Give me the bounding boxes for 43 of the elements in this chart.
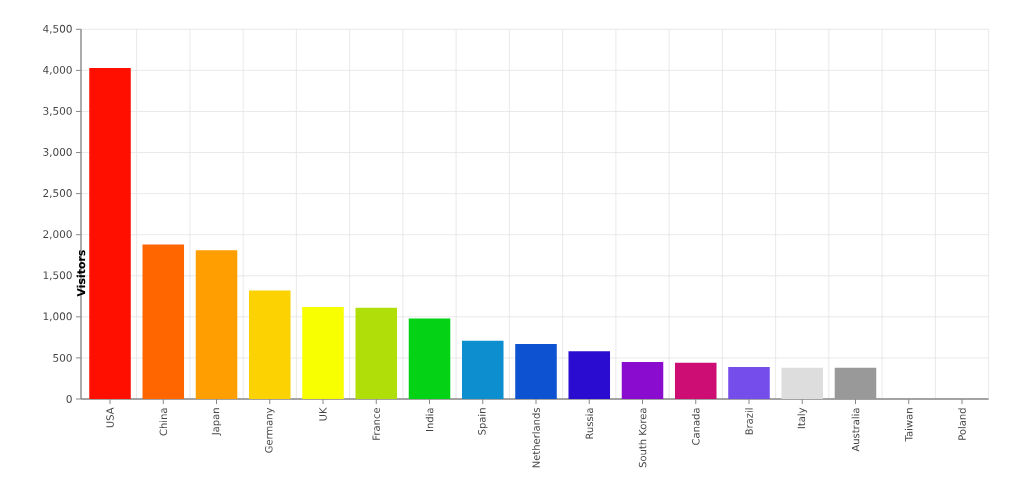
x-tick-label: Canada <box>691 408 700 445</box>
bar <box>674 362 717 399</box>
bar <box>302 306 344 399</box>
x-tick-label: India <box>425 408 434 431</box>
y-tick-label: 4,500 <box>43 24 72 34</box>
bar <box>781 367 824 399</box>
bar <box>621 362 664 399</box>
bar <box>515 343 557 399</box>
y-tick-label: 3,500 <box>43 106 72 116</box>
y-tick-label: 0 <box>66 395 72 403</box>
y-tick-label: 2,500 <box>43 189 72 199</box>
y-tick-label: 1,500 <box>43 271 72 281</box>
y-tick-label: 2,000 <box>43 230 72 240</box>
x-tick-label: Netherlands <box>532 408 540 468</box>
bar <box>728 366 770 399</box>
x-tick-label: France <box>372 408 380 440</box>
x-tick-label: Spain <box>477 408 488 435</box>
x-tick-label: Australia <box>851 408 860 452</box>
x-tick-label: Japan <box>211 408 222 436</box>
x-tick-label: USA <box>106 407 114 428</box>
x-tick-label: Brazil <box>745 408 753 435</box>
bar <box>461 340 504 399</box>
bar <box>142 244 185 399</box>
y-axis-title: Visitors <box>76 250 86 297</box>
x-tick-label: Poland <box>958 408 966 440</box>
x-tick-label: Germany <box>265 407 275 453</box>
y-tick-label: 1,000 <box>43 312 72 322</box>
bar <box>568 351 611 399</box>
y-tick-label: 500 <box>53 353 72 362</box>
bar <box>355 307 398 399</box>
bar <box>408 318 451 399</box>
x-tick-label: Italy <box>797 407 808 429</box>
x-tick-label: South Korea <box>638 408 647 468</box>
bar <box>834 367 877 399</box>
x-tick-label: UK <box>319 407 327 421</box>
x-tick-label: China <box>159 408 168 436</box>
x-tick-label: Taiwan <box>904 408 913 442</box>
x-tick-label: Russia <box>585 408 594 439</box>
y-tick-label: 4,000 <box>43 65 72 75</box>
bar <box>249 290 291 399</box>
bar <box>195 250 238 399</box>
y-tick-label: 3,000 <box>43 148 72 158</box>
bar <box>89 67 131 399</box>
